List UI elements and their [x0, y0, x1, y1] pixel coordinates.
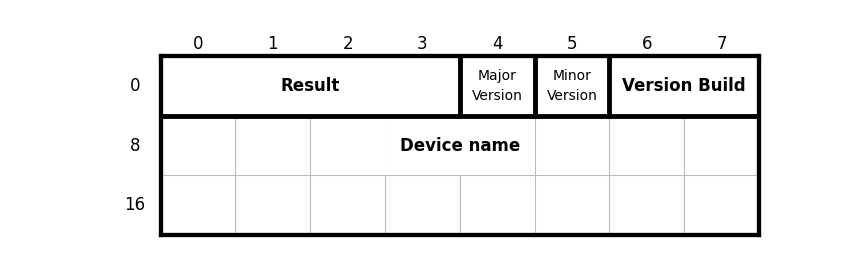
Text: 1: 1 [268, 35, 278, 53]
Text: 7: 7 [716, 35, 727, 53]
Text: Major
Version: Major Version [472, 69, 523, 103]
Text: Minor
Version: Minor Version [547, 69, 598, 103]
Bar [161, 56, 460, 116]
Text: Device name: Device name [400, 137, 520, 155]
Text: 0: 0 [130, 77, 140, 95]
Bar [609, 56, 759, 116]
Text: 8: 8 [130, 137, 140, 155]
Text: Result: Result [281, 77, 340, 95]
Bar [460, 56, 535, 116]
Bar [535, 56, 609, 116]
Text: 6: 6 [642, 35, 652, 53]
Text: 5: 5 [567, 35, 577, 53]
Text: 4: 4 [492, 35, 503, 53]
Bar [385, 116, 535, 175]
Text: 3: 3 [417, 35, 428, 53]
Text: Version Build: Version Build [622, 77, 746, 95]
Text: 0: 0 [193, 35, 203, 53]
Text: 16: 16 [124, 196, 146, 214]
Text: 2: 2 [342, 35, 353, 53]
